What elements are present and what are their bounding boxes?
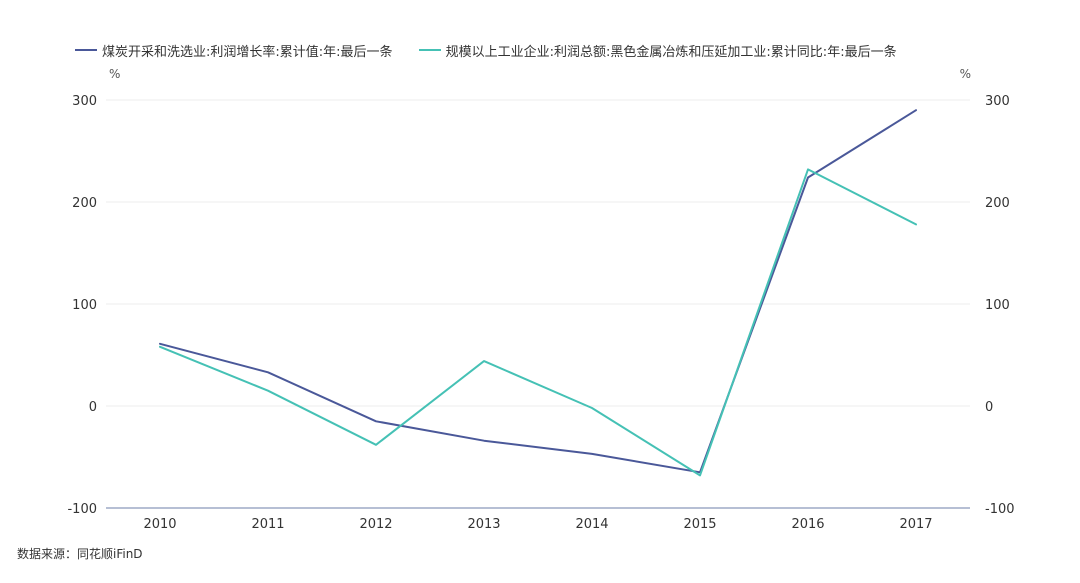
legend-item-series-2[interactable]: 规模以上工业企业:利润总额:黑色金属冶炼和压延加工业:累计同比:年:最后一条 bbox=[418, 41, 897, 60]
series-line-2[interactable] bbox=[159, 168, 917, 477]
y-tick-label-left: 0 bbox=[89, 400, 97, 415]
y-tick-label-left: 100 bbox=[72, 298, 97, 313]
left-axis-unit: % bbox=[109, 67, 120, 81]
legend-label-series-2: 规模以上工业企业:利润总额:黑色金属冶炼和压延加工业:累计同比:年:最后一条 bbox=[445, 44, 897, 60]
x-tick-label: 2015 bbox=[683, 517, 716, 532]
legend-swatch-series-2 bbox=[418, 49, 441, 51]
x-tick-label: 2017 bbox=[899, 517, 932, 532]
x-tick-label: 2010 bbox=[143, 517, 176, 532]
y-tick-label-right: 100 bbox=[985, 298, 1010, 313]
right-axis-unit: % bbox=[960, 67, 971, 81]
y-tick-label-left: 300 bbox=[72, 94, 97, 109]
legend-label-series-1: 煤炭开采和洗选业:利润增长率:累计值:年:最后一条 bbox=[102, 44, 393, 60]
y-tick-label-left: -100 bbox=[67, 502, 97, 517]
legend-swatch-series-1 bbox=[75, 49, 97, 51]
y-tick-label-right: -100 bbox=[985, 502, 1015, 517]
y-tick-label-right: 300 bbox=[985, 94, 1010, 109]
x-tick-label: 2014 bbox=[575, 517, 608, 532]
legend-item-series-1[interactable]: 煤炭开采和洗选业:利润增长率:累计值:年:最后一条 bbox=[75, 41, 393, 60]
x-tick-label: 2012 bbox=[359, 517, 392, 532]
data-source-note: 数据来源：同花顺iFinD bbox=[17, 547, 143, 561]
y-tick-label-left: 200 bbox=[72, 196, 97, 211]
x-tick-label: 2016 bbox=[791, 517, 824, 532]
chart-legend: 煤炭开采和洗选业:利润增长率:累计值:年:最后一条 规模以上工业企业:利润总额:… bbox=[75, 40, 919, 60]
y-tick-label-right: 200 bbox=[985, 196, 1010, 211]
x-tick-label: 2013 bbox=[467, 517, 500, 532]
series-line-1[interactable] bbox=[159, 109, 917, 474]
y-tick-label-right: 0 bbox=[985, 400, 993, 415]
x-tick-label: 2011 bbox=[251, 517, 284, 532]
